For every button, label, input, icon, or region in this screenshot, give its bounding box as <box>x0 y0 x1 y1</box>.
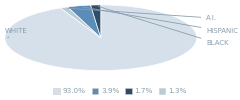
Wedge shape <box>5 5 197 70</box>
Wedge shape <box>90 5 101 38</box>
Text: HISPANIC: HISPANIC <box>82 7 238 34</box>
Text: A.I.: A.I. <box>67 8 217 21</box>
Wedge shape <box>60 7 101 38</box>
Text: WHITE: WHITE <box>5 28 28 38</box>
Text: BLACK: BLACK <box>98 6 229 46</box>
Legend: 93.0%, 3.9%, 1.7%, 1.3%: 93.0%, 3.9%, 1.7%, 1.3% <box>51 85 189 97</box>
Wedge shape <box>68 5 101 38</box>
